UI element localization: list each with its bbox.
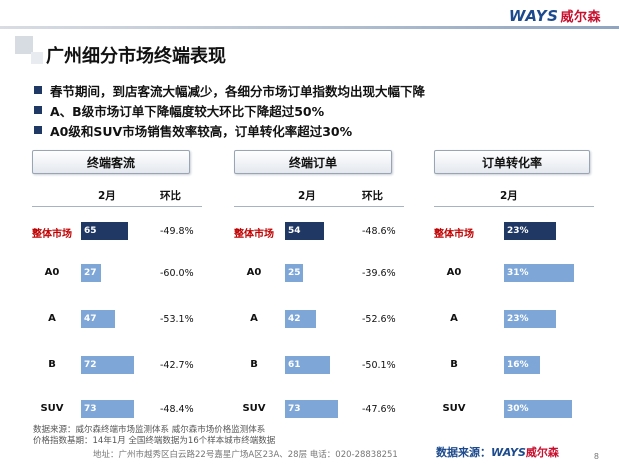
bullet-text: A、B级市场订单下降幅度较大环比下降超过50% bbox=[50, 103, 325, 119]
panel-header: 终端客流 bbox=[32, 150, 190, 174]
brand-logo: WAYS 威尔森 bbox=[509, 6, 601, 25]
panel-header: 终端订单 bbox=[234, 150, 392, 174]
panel-orders: 终端订单 2月 环比 整体市场 54 -48.6% A0 25 -39.6% A 42 -52.… bbox=[234, 150, 404, 420]
mom-ratio: -48.6% bbox=[362, 226, 396, 237]
value-bar: 23% bbox=[504, 222, 556, 240]
row-label-segment: SUV bbox=[442, 403, 466, 414]
column-header-mom: 环比 bbox=[362, 190, 383, 202]
row-label-segment: B bbox=[48, 359, 56, 370]
column-header-month: 2月 bbox=[500, 190, 518, 202]
logo-text-en: WAYS bbox=[508, 7, 559, 25]
mom-ratio: -48.4% bbox=[160, 404, 194, 415]
value-bar: 25 bbox=[285, 264, 304, 282]
mom-ratio: -49.8% bbox=[160, 226, 194, 237]
bullet-text: A0级和SUV市场销售效率较高，订单转化率超过30% bbox=[50, 123, 353, 139]
footer-source-line: 数据来源：威尔森终端市场监测体系 威尔森市场价格监测体系 bbox=[33, 425, 266, 435]
source-logo-cn: 威尔森 bbox=[525, 446, 559, 459]
logo-text-cn: 威尔森 bbox=[560, 10, 601, 25]
mom-ratio: -52.6% bbox=[362, 314, 396, 325]
value-bar: 30% bbox=[504, 400, 572, 418]
decorative-square bbox=[15, 36, 33, 54]
row-label-segment: A bbox=[48, 313, 56, 324]
row-label-segment: SUV bbox=[242, 403, 266, 414]
panel-header: 订单转化率 bbox=[434, 150, 590, 174]
value-bar: 23% bbox=[504, 310, 556, 328]
column-divider bbox=[234, 206, 404, 207]
column-divider bbox=[434, 206, 594, 207]
footer-basis-line: 价格指数基期：14年1月 全国终端数据为16个样本城市终端数据 bbox=[33, 435, 276, 446]
bullet-item: A0级和SUV市场销售效率较高，订单转化率超过30% bbox=[34, 120, 425, 140]
mom-ratio: -39.6% bbox=[362, 268, 396, 279]
column-header-mom: 环比 bbox=[160, 190, 181, 202]
row-label-total: 整体市场 bbox=[434, 229, 474, 240]
slide-title: 广州细分市场终端表现 bbox=[46, 46, 226, 67]
source-label: 数据来源： bbox=[436, 446, 491, 459]
column-header-month: 2月 bbox=[98, 190, 116, 202]
value-bar: 72 bbox=[81, 356, 134, 374]
row-label-total: 整体市场 bbox=[234, 229, 274, 240]
row-label-segment: A bbox=[450, 313, 458, 324]
column-divider bbox=[32, 206, 202, 207]
bullet-list: 春节期间，到店客流大幅减少，各细分市场订单指数均出现大幅下降 A、B级市场订单下… bbox=[34, 80, 425, 140]
page-number: 8 bbox=[593, 452, 599, 461]
row-label-segment: B bbox=[250, 359, 258, 370]
row-label-segment: B bbox=[450, 359, 458, 370]
bullet-square-icon bbox=[34, 126, 42, 134]
mom-ratio: -47.6% bbox=[362, 404, 396, 415]
bullet-text: 春节期间，到店客流大幅减少，各细分市场订单指数均出现大幅下降 bbox=[50, 83, 426, 99]
bullet-item: A、B级市场订单下降幅度较大环比下降超过50% bbox=[34, 100, 425, 120]
value-bar: 73 bbox=[81, 400, 135, 418]
value-bar: 73 bbox=[285, 400, 339, 418]
row-label-segment: SUV bbox=[40, 403, 64, 414]
mom-ratio: -53.1% bbox=[160, 314, 194, 325]
bullet-square-icon bbox=[34, 106, 42, 114]
mom-ratio: -42.7% bbox=[160, 360, 194, 371]
column-header-month: 2月 bbox=[298, 190, 316, 202]
panel-conversion: 订单转化率 2月 整体市场 23% A0 31% A 23% B 16% SUV 30% bbox=[434, 150, 594, 420]
row-label-segment: A0 bbox=[446, 267, 462, 278]
row-label-total: 整体市场 bbox=[32, 229, 72, 240]
footer-notes: 数据来源：威尔森终端市场监测体系 威尔森市场价格监测体系 价格指数基期：14年1… bbox=[33, 425, 275, 446]
value-bar: 65 bbox=[81, 222, 129, 240]
row-label-segment: A bbox=[250, 313, 258, 324]
row-label-segment: A0 bbox=[44, 267, 60, 278]
source-logo-en: WAYS bbox=[491, 446, 526, 459]
row-label-segment: A0 bbox=[246, 267, 262, 278]
value-bar: 31% bbox=[504, 264, 574, 282]
panel-foot-traffic: 终端客流 2月 环比 整体市场 65 -49.8% A0 27 -60.0% A 47 -53.… bbox=[32, 150, 202, 420]
mom-ratio: -60.0% bbox=[160, 268, 194, 279]
source-logo: 数据来源：WAYS威尔森 bbox=[436, 444, 559, 460]
decorative-square bbox=[31, 52, 43, 64]
value-bar: 47 bbox=[81, 310, 116, 328]
value-bar: 42 bbox=[285, 310, 316, 328]
top-rule bbox=[0, 26, 619, 29]
value-bar: 61 bbox=[285, 356, 330, 374]
mom-ratio: -50.1% bbox=[362, 360, 396, 371]
value-bar: 27 bbox=[81, 264, 101, 282]
bullet-item: 春节期间，到店客流大幅减少，各细分市场订单指数均出现大幅下降 bbox=[34, 80, 425, 100]
value-bar: 16% bbox=[504, 356, 540, 374]
value-bar: 54 bbox=[285, 222, 325, 240]
bullet-square-icon bbox=[34, 86, 42, 94]
footer-address: 地址：广州市越秀区白云路22号嘉星广场A区23A、28层 电话：020-2883… bbox=[93, 450, 398, 460]
